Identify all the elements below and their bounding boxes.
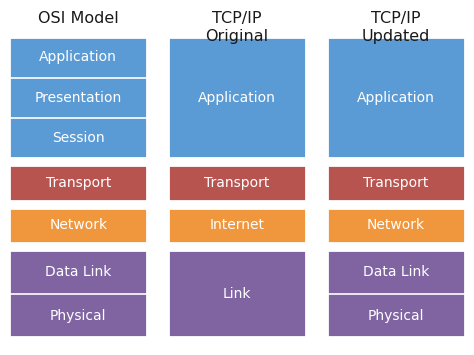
Text: Network: Network [367, 218, 425, 233]
Text: Link: Link [223, 287, 251, 301]
Text: TCP/IP
Updated: TCP/IP Updated [362, 11, 430, 44]
FancyBboxPatch shape [168, 250, 306, 337]
Text: Transport: Transport [46, 176, 111, 190]
Text: Transport: Transport [363, 176, 428, 190]
Text: Data Link: Data Link [45, 265, 111, 279]
Text: TCP/IP
Original: TCP/IP Original [205, 11, 269, 44]
FancyBboxPatch shape [9, 250, 147, 337]
FancyBboxPatch shape [9, 165, 147, 201]
FancyBboxPatch shape [9, 37, 147, 158]
FancyBboxPatch shape [327, 165, 465, 201]
Text: Presentation: Presentation [35, 91, 122, 105]
FancyBboxPatch shape [168, 165, 306, 201]
FancyBboxPatch shape [327, 208, 465, 243]
Text: Application: Application [357, 91, 435, 105]
Text: Data Link: Data Link [363, 265, 429, 279]
Text: Physical: Physical [50, 308, 107, 322]
FancyBboxPatch shape [327, 37, 465, 158]
Text: Physical: Physical [367, 308, 424, 322]
Text: Application: Application [198, 91, 276, 105]
FancyBboxPatch shape [9, 208, 147, 243]
Text: Application: Application [39, 50, 117, 64]
Text: Transport: Transport [204, 176, 270, 190]
FancyBboxPatch shape [168, 37, 306, 158]
FancyBboxPatch shape [327, 250, 465, 337]
Text: Session: Session [52, 131, 105, 145]
Text: Internet: Internet [210, 218, 264, 233]
FancyBboxPatch shape [168, 208, 306, 243]
Text: Network: Network [49, 218, 107, 233]
Text: OSI Model: OSI Model [38, 11, 118, 26]
